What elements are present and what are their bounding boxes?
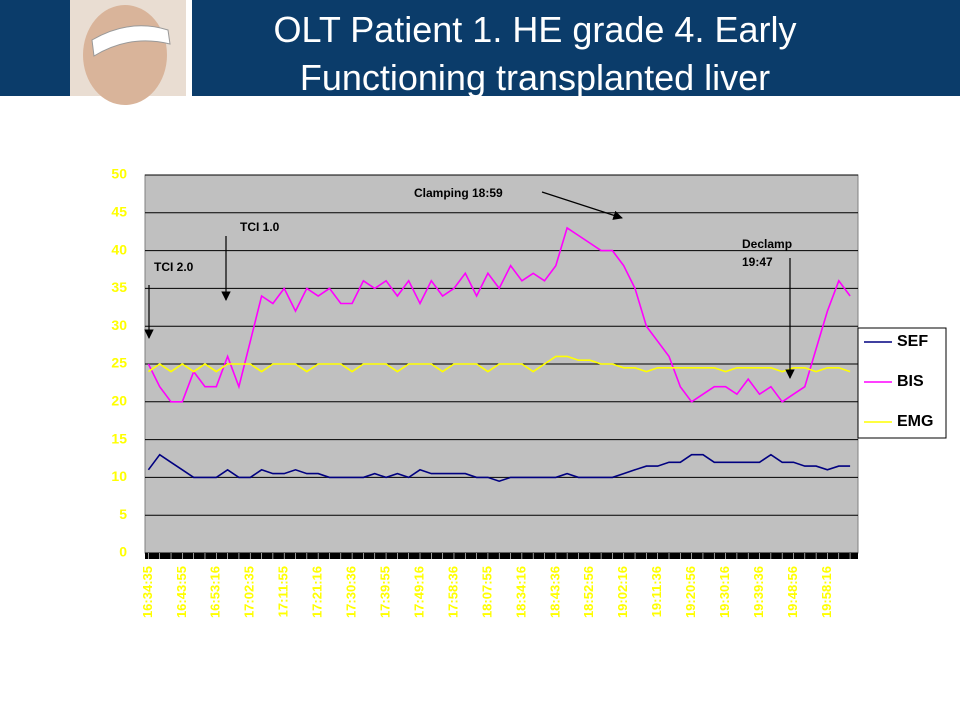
- lines: [147, 226, 851, 483]
- x-tick-label: 17:21:16: [310, 566, 325, 618]
- legend: SEF BIS EMG: [864, 333, 933, 430]
- labels: 0 5 10 15 20 25 30 35 40 45 50 16:34:35 16:43:55 16:5…: [111, 166, 833, 618]
- series-line: [147, 355, 851, 373]
- legend-label: SEF: [897, 333, 928, 350]
- x-tick-label: 17:39:55: [377, 566, 392, 618]
- x-tick-label: 17:30:36: [344, 566, 359, 618]
- y-tick-label: 15: [111, 430, 127, 446]
- annotation: Declamp: [742, 237, 792, 251]
- annotation: TCI 2.0: [154, 260, 194, 274]
- y-tick-label: 0: [119, 544, 127, 560]
- legend-label: EMG: [897, 413, 933, 430]
- annotation: 19:47: [742, 255, 773, 269]
- series-line: [147, 453, 851, 483]
- x-tick-label: 19:02:16: [615, 566, 630, 618]
- annotation: Clamping 18:59: [414, 186, 503, 200]
- y-tick-label: 10: [111, 468, 127, 484]
- x-tick-label: 16:53:16: [208, 566, 223, 618]
- legend-box: [857, 327, 947, 439]
- portrait: [70, 0, 192, 105]
- x-tick-label: 17:11:55: [276, 566, 291, 617]
- x-tick-label: 17:02:35: [242, 566, 257, 618]
- y-tick-label: 45: [111, 204, 127, 220]
- x-tick-label: 19:39:36: [751, 566, 766, 618]
- y-tick-label: 40: [111, 241, 127, 257]
- x-tick-label: 16:34:35: [140, 566, 155, 618]
- y-tick-label: 50: [111, 166, 127, 182]
- y-tick-label: 30: [111, 317, 127, 333]
- legend-label: BIS: [897, 373, 924, 390]
- x-tick-label: 18:34:16: [513, 566, 528, 618]
- series-line: [147, 226, 851, 403]
- y-tick-label: 25: [111, 355, 127, 371]
- y-tick-label: 5: [119, 506, 127, 522]
- x-axis-band: [145, 553, 858, 559]
- title-line: OLT Patient 1. HE grade 4. Early: [274, 9, 797, 50]
- x-tick-label: 19:11:36: [649, 566, 664, 617]
- x-tick-label: 16:43:55: [174, 566, 189, 618]
- x-tick-label: 17:58:36: [445, 566, 460, 618]
- annotation: TCI 1.0: [240, 220, 280, 234]
- x-tick-label: 19:58:16: [819, 566, 834, 618]
- x-tick-label: 18:52:56: [581, 566, 596, 618]
- title-line: Functioning transplanted liver: [300, 57, 770, 98]
- x-tick-label: 17:49:16: [411, 566, 426, 618]
- x-tick-label: 19:20:56: [683, 566, 698, 618]
- annotation-arrows: [144, 191, 795, 379]
- x-tick-label: 18:43:36: [547, 566, 562, 618]
- y-tick-label: 35: [111, 279, 127, 295]
- x-tick-label: 18:07:55: [479, 566, 494, 618]
- x-tick-label: 19:30:16: [717, 566, 732, 618]
- x-tick-label: 19:48:56: [785, 566, 800, 618]
- y-tick-label: 20: [111, 393, 127, 409]
